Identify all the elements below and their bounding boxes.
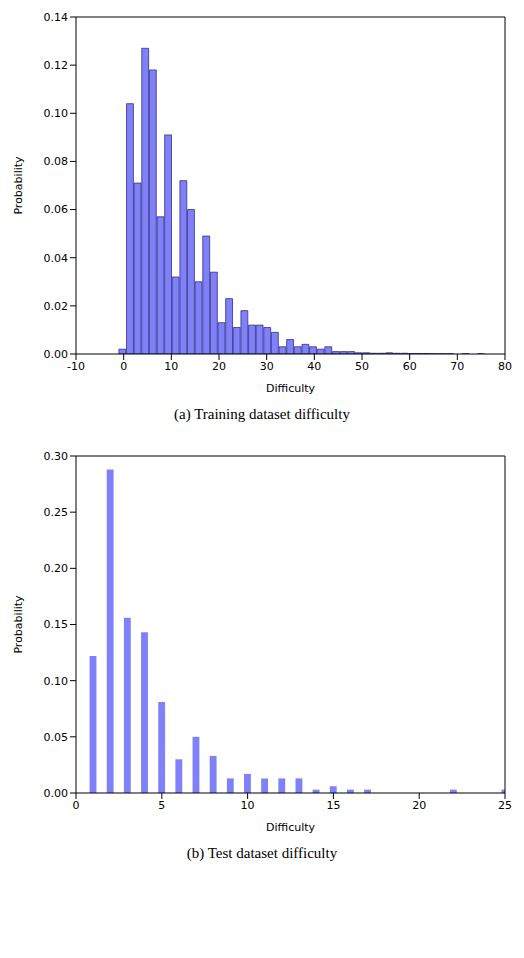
svg-text:80: 80 xyxy=(498,360,512,373)
svg-text:0.10: 0.10 xyxy=(44,107,69,120)
svg-text:10: 10 xyxy=(241,799,255,812)
svg-text:Difficulty: Difficulty xyxy=(266,382,316,395)
svg-text:0.10: 0.10 xyxy=(44,675,69,688)
svg-text:30: 30 xyxy=(260,360,274,373)
svg-text:0.25: 0.25 xyxy=(44,506,69,519)
svg-text:0.05: 0.05 xyxy=(44,731,69,744)
svg-text:0: 0 xyxy=(120,360,127,373)
svg-text:-10: -10 xyxy=(67,360,85,373)
svg-text:0.15: 0.15 xyxy=(44,618,69,631)
svg-text:70: 70 xyxy=(450,360,464,373)
svg-text:5: 5 xyxy=(158,799,165,812)
svg-text:0.02: 0.02 xyxy=(44,300,69,313)
svg-text:0.00: 0.00 xyxy=(44,348,69,361)
svg-text:0.00: 0.00 xyxy=(44,787,69,800)
svg-text:0.04: 0.04 xyxy=(44,252,69,265)
svg-text:60: 60 xyxy=(403,360,417,373)
svg-text:40: 40 xyxy=(307,360,321,373)
svg-text:15: 15 xyxy=(326,799,340,812)
svg-text:Difficulty: Difficulty xyxy=(266,821,316,834)
svg-text:0.06: 0.06 xyxy=(44,203,69,216)
svg-text:0.08: 0.08 xyxy=(44,155,69,168)
svg-text:0.20: 0.20 xyxy=(44,562,69,575)
svg-text:0.14: 0.14 xyxy=(44,11,69,24)
svg-text:10: 10 xyxy=(164,360,178,373)
svg-text:50: 50 xyxy=(355,360,369,373)
svg-text:0.30: 0.30 xyxy=(44,450,69,463)
svg-text:0: 0 xyxy=(73,799,80,812)
svg-text:0.12: 0.12 xyxy=(44,59,69,72)
svg-text:Probability: Probability xyxy=(12,595,25,654)
html-text:(a) Training dataset difficult: (a) Training dataset difficulty xyxy=(174,406,350,422)
html-text:(b) Test dataset difficulty: (b) Test dataset difficulty xyxy=(186,845,338,861)
svg-text:20: 20 xyxy=(412,799,426,812)
svg-text:20: 20 xyxy=(212,360,226,373)
svg-text:Probability: Probability xyxy=(12,156,25,215)
svg-text:25: 25 xyxy=(498,799,512,812)
